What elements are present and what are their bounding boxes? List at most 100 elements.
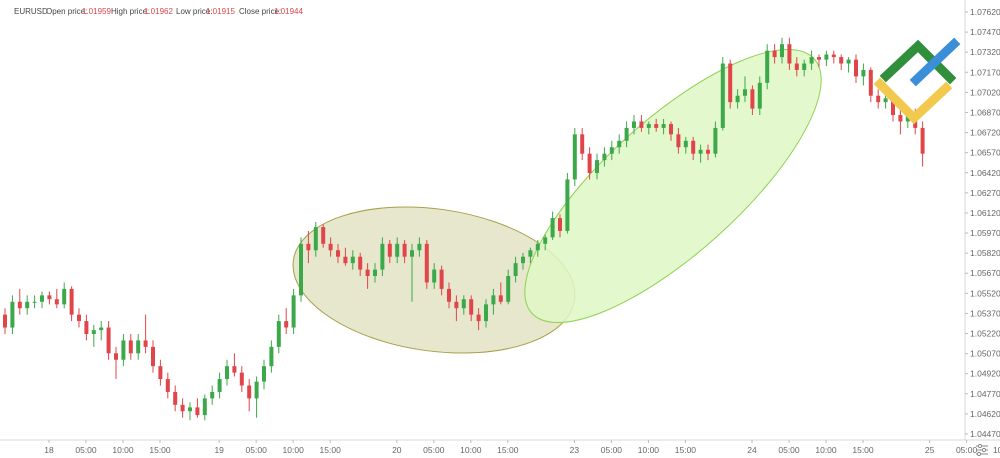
candle (669, 121, 673, 141)
close-price-value: 1.01944 (274, 7, 303, 16)
candle (321, 224, 326, 248)
candle (720, 57, 725, 131)
candle-body (513, 263, 518, 277)
candle-body (387, 243, 392, 257)
candle (10, 295, 15, 334)
candle (558, 214, 562, 238)
candle (284, 308, 289, 334)
candle-body (846, 59, 851, 64)
candle-body (99, 327, 104, 331)
candle (543, 234, 548, 251)
candle (306, 230, 311, 264)
settings-icon[interactable] (976, 443, 988, 457)
candle-body (447, 288, 451, 302)
candle (772, 44, 777, 64)
y-tick-label: 1.07320 (970, 47, 1000, 57)
candle-body (639, 121, 644, 128)
candle (565, 172, 570, 234)
candle-body (802, 63, 807, 70)
candle (920, 121, 925, 167)
candle-body (817, 57, 821, 60)
candle-body (188, 407, 192, 412)
y-tick-label: 1.06270 (970, 188, 1000, 198)
brand-logo-icon (873, 37, 961, 125)
candle (239, 366, 244, 392)
candle (817, 54, 821, 68)
candle-body (402, 243, 407, 257)
candle-body (632, 121, 636, 128)
candle (128, 333, 133, 360)
candle-body (365, 269, 370, 277)
x-tick-label: 15:00 (675, 445, 697, 455)
x-tick-label: 10:00 (460, 445, 482, 455)
logo-blue-stroke (909, 37, 961, 87)
y-tick-label: 1.06720 (970, 128, 1000, 138)
candle-body (787, 44, 792, 64)
x-tick-label: 19 (214, 445, 224, 455)
x-tick-label: 10:00 (638, 445, 660, 455)
candle (476, 308, 481, 331)
candle-body (602, 153, 607, 161)
candle (676, 127, 681, 154)
candle-body (646, 124, 651, 128)
candle-body (595, 160, 599, 173)
candle-body (173, 391, 178, 405)
open-price-label: Open price: (46, 7, 87, 16)
candle (587, 147, 592, 180)
candle (417, 237, 422, 257)
candle-body (217, 379, 222, 392)
candle (17, 288, 22, 315)
candle-body (395, 243, 400, 257)
candle-body (343, 256, 348, 264)
candle-body (106, 327, 111, 354)
candle-body (728, 63, 733, 103)
x-tick-label: 10:00 (993, 445, 1000, 455)
candle (402, 239, 407, 264)
candle (84, 314, 89, 341)
candle-body (676, 134, 681, 148)
candle (595, 153, 599, 180)
candle (646, 121, 651, 135)
candle-body (91, 330, 96, 334)
candle (484, 299, 488, 328)
y-tick-label: 1.04770 (970, 389, 1000, 399)
candle (365, 263, 370, 289)
candle (839, 54, 844, 70)
high-price-value: 1.01962 (144, 7, 173, 16)
candle-body (683, 140, 688, 148)
candle-body (210, 391, 215, 399)
candle-body (10, 301, 15, 328)
candle-body (706, 149, 710, 154)
candle-body (313, 227, 318, 251)
y-tick-label: 1.05820 (970, 248, 1000, 258)
candle (550, 211, 555, 240)
candle-body (225, 366, 229, 380)
candle-body (720, 63, 725, 128)
candle (358, 252, 363, 277)
candle (632, 115, 636, 135)
candle-body (439, 269, 444, 289)
candle (513, 256, 518, 283)
candle (580, 127, 585, 161)
candle (876, 89, 881, 109)
candle (180, 398, 185, 418)
candle (350, 250, 355, 270)
x-tick-label: 24 (747, 445, 757, 455)
candle-body (328, 243, 333, 251)
candle (624, 121, 629, 148)
y-tick-label: 1.04470 (970, 429, 1000, 439)
candle-body (661, 124, 666, 128)
candle (528, 247, 533, 264)
candle (387, 239, 392, 264)
x-tick-label: 25 (925, 445, 935, 455)
candle (861, 63, 866, 86)
candle-body (47, 295, 52, 300)
candle (165, 372, 170, 399)
candle (143, 314, 148, 354)
candle-body (484, 304, 488, 322)
y-tick-label: 1.05670 (970, 268, 1000, 278)
candle (735, 89, 740, 109)
candle-body (861, 69, 866, 77)
candle (173, 385, 178, 412)
